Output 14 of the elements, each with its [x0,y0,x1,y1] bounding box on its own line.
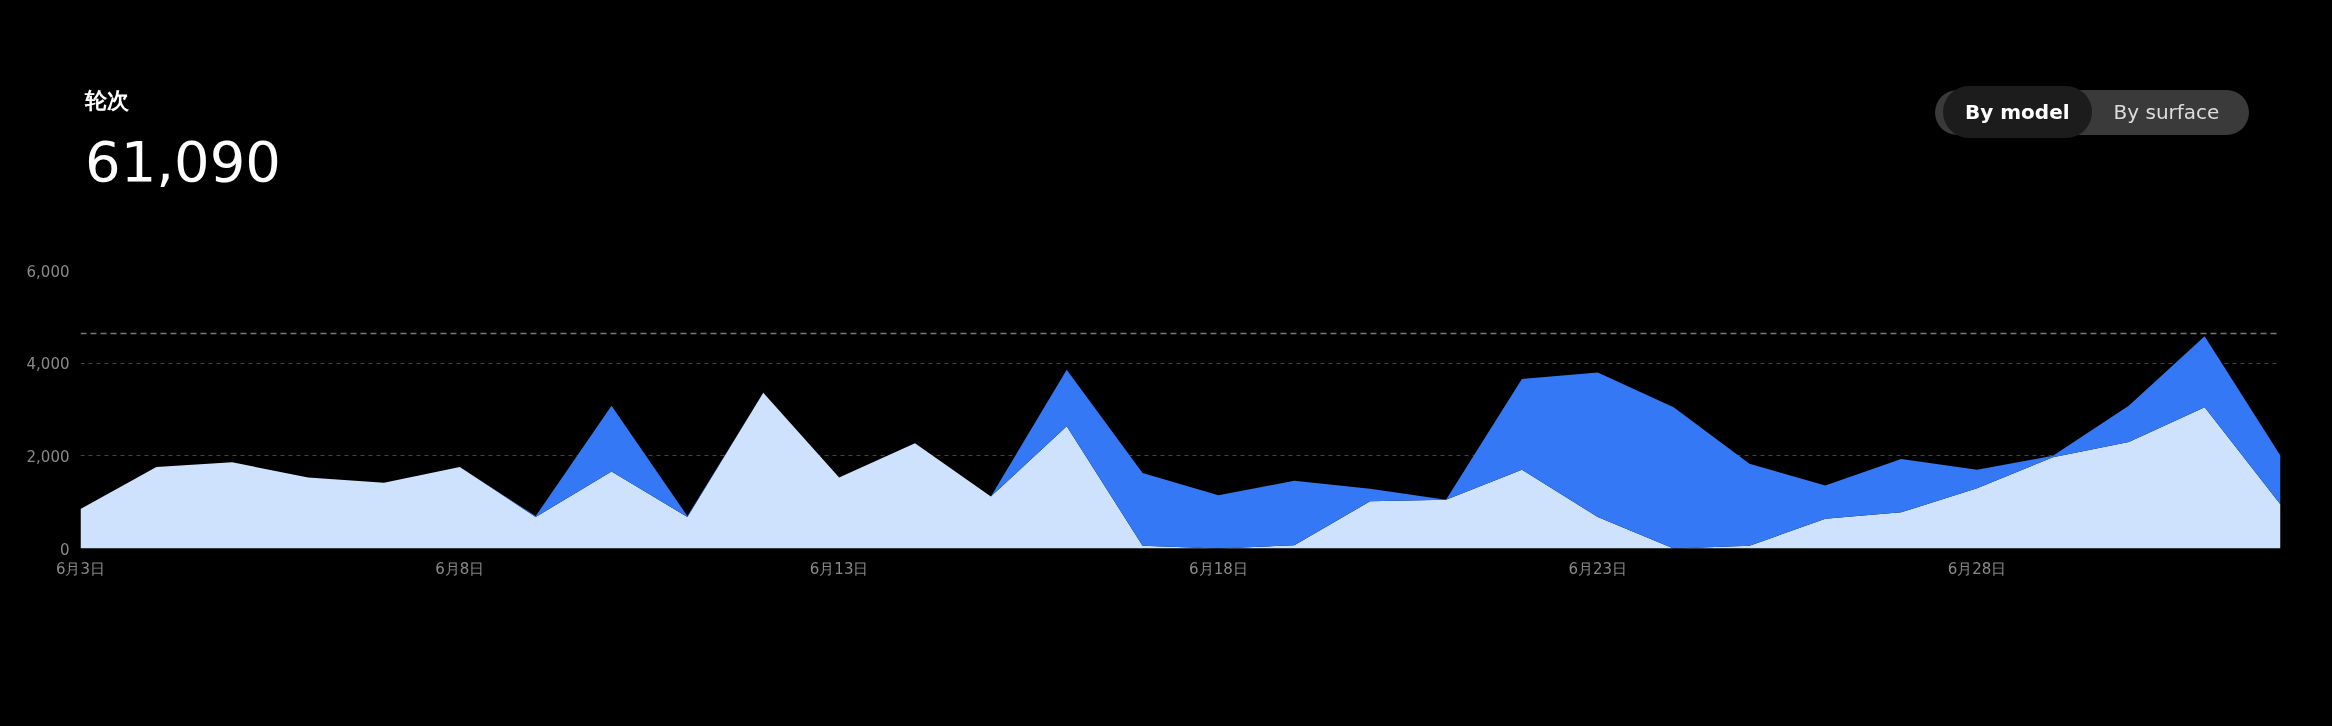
y-tick-label: 4,000 [26,355,70,374]
text: By surface [2112,99,2221,126]
y-tick-label: 2,000 [26,447,70,466]
x-tick-label: 6月28日 [1947,559,2007,578]
y-tick-label: 0 [59,540,70,559]
y-tick-label: 6,000 [26,262,70,281]
chart-subtitle: 61,090 [85,128,281,197]
x-tick-label: 6月23日 [1568,559,1628,578]
x-tick-label: 6月8日 [435,559,485,578]
text: By model [1943,86,2092,138]
x-tick-label: 6月13日 [809,559,869,578]
chart-title: 轮次 [85,87,130,115]
x-tick-label: 6月3日 [55,559,106,578]
x-tick-label: 6月18日 [1189,559,1248,578]
